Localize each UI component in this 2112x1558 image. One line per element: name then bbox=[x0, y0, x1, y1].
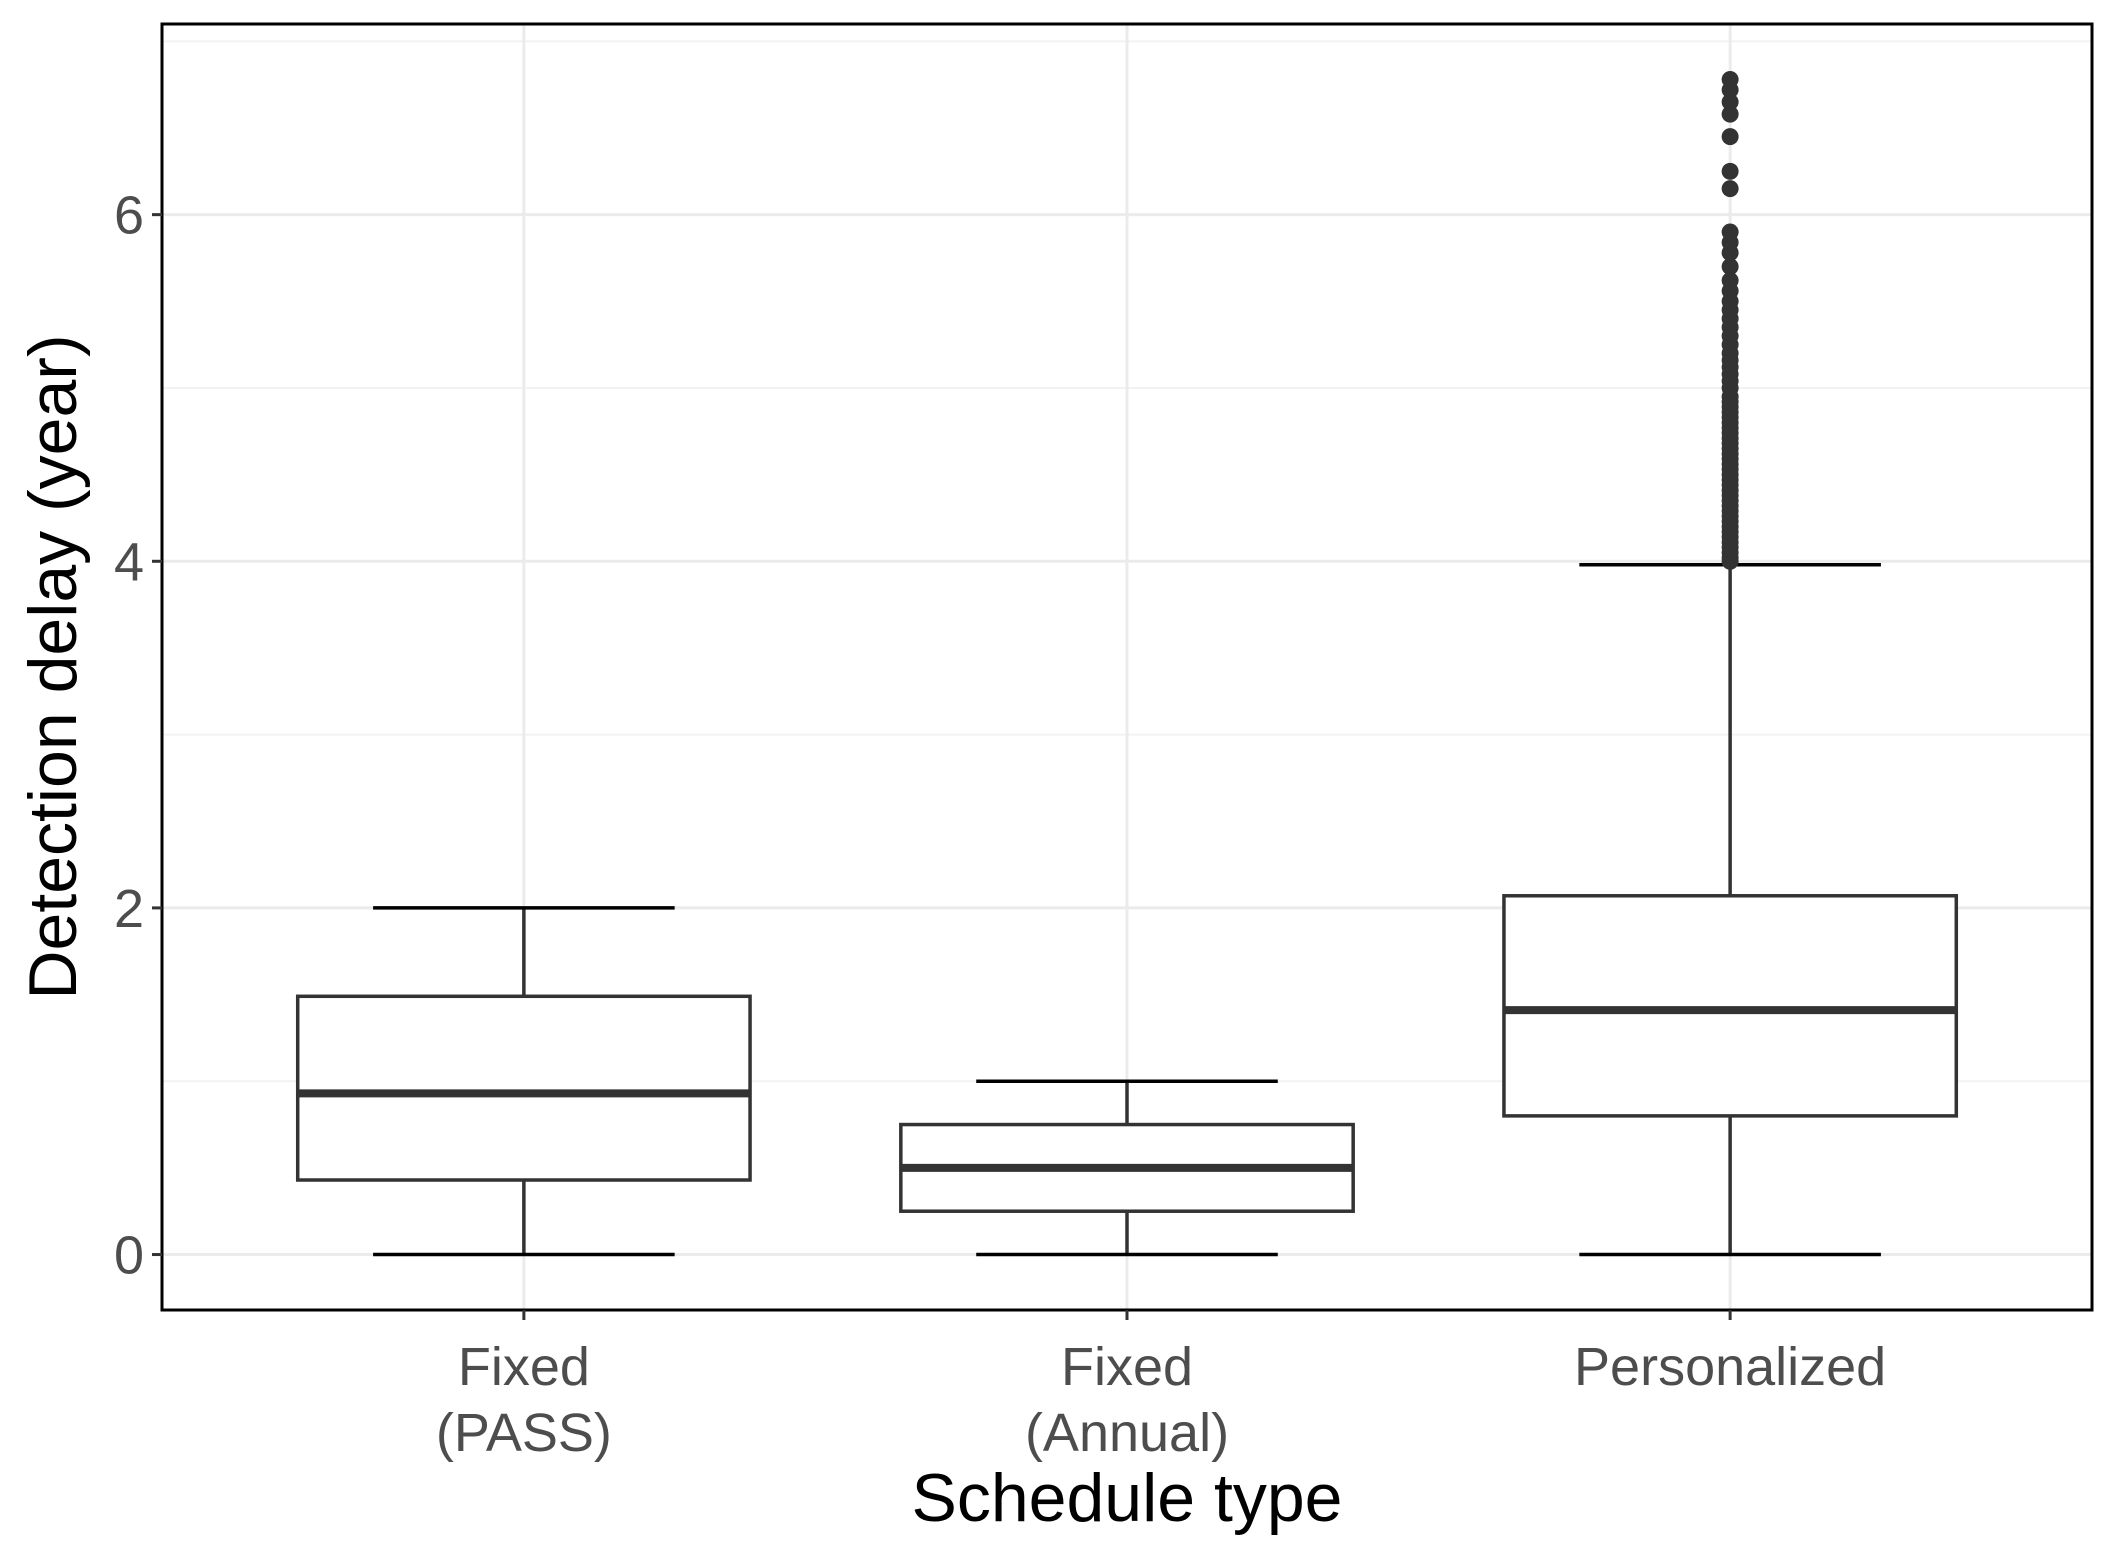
y-tick-label: 0 bbox=[114, 1226, 144, 1286]
y-tick-label: 4 bbox=[114, 532, 144, 592]
box-group bbox=[899, 1079, 1355, 1257]
box-layer bbox=[295, 70, 1959, 1257]
x-axis-title: Schedule type bbox=[912, 1460, 1343, 1536]
outlier-point bbox=[1721, 93, 1739, 111]
x-tick-label: Fixed bbox=[1061, 1337, 1193, 1397]
outlier-point bbox=[1721, 272, 1739, 290]
outlier-point bbox=[1721, 105, 1739, 123]
x-tick-label: Fixed bbox=[458, 1337, 590, 1397]
outlier-point bbox=[1721, 128, 1739, 146]
x-tick-label: (PASS) bbox=[436, 1403, 612, 1463]
x-tick-label: Personalized bbox=[1574, 1337, 1886, 1397]
y-tick-label: 6 bbox=[114, 186, 144, 246]
iqr-box bbox=[1502, 894, 1959, 1118]
y-tick-label: 2 bbox=[114, 879, 144, 939]
x-tick-label: (Annual) bbox=[1025, 1403, 1229, 1463]
iqr-box bbox=[295, 994, 752, 1182]
box-group bbox=[1502, 70, 1959, 1257]
outlier-point bbox=[1721, 258, 1739, 276]
y-axis-title: Detection delay (year) bbox=[15, 334, 91, 999]
outlier-point bbox=[1721, 162, 1739, 180]
box-group bbox=[295, 906, 752, 1257]
outlier-point bbox=[1721, 223, 1739, 241]
outlier-point bbox=[1721, 180, 1739, 198]
outlier-point bbox=[1721, 70, 1739, 88]
